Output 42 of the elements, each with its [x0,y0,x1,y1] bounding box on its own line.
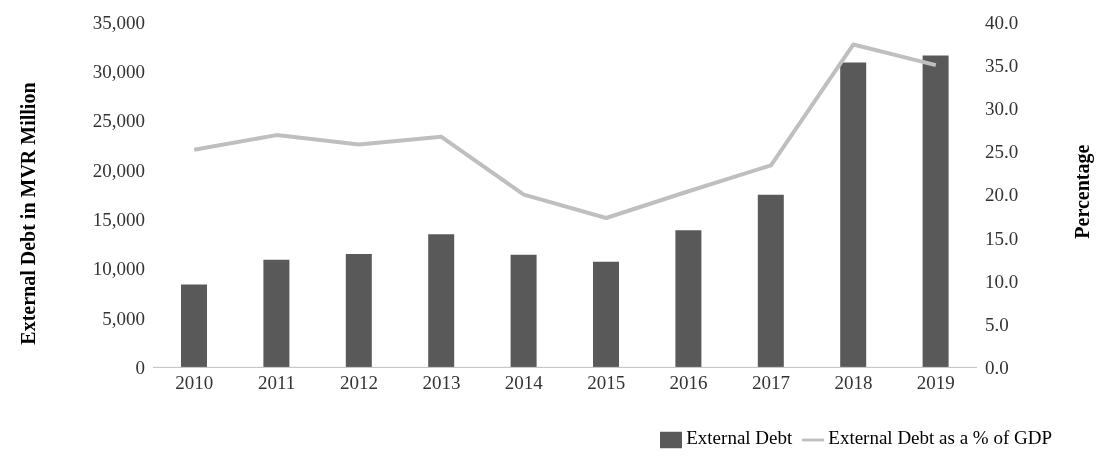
legend-label: External Debt as a % of GDP [828,427,1052,449]
y2-tick-label: 25.0 [985,141,1019,163]
bar [181,284,207,368]
bar [675,230,702,368]
y-tick-label: 10,000 [92,258,145,280]
x-tick-label: 2014 [504,371,544,393]
x-tick-label: 2012 [340,371,378,393]
x-tick-label: 2015 [587,371,626,393]
y2-tick-label: 0.0 [985,357,1009,379]
x-tick-label: 2018 [834,371,873,393]
bar [593,261,619,368]
y-tick-label: 0 [135,357,145,379]
y-axis-title: External Debt in MVR Million [17,82,40,345]
legend-label: External Debt [686,427,793,449]
bar [263,259,290,368]
x-tick-label: 2010 [175,371,214,393]
y-tick-label: 15,000 [92,209,145,231]
y2-tick-label: 20.0 [985,184,1019,206]
x-tick-label: 2013 [422,371,461,393]
x-tick-label: 2019 [916,371,955,393]
bar [922,55,949,368]
bar [510,254,537,368]
line-series [192,42,938,220]
bar [757,194,784,368]
y2-axis-title: Percentage [1071,144,1095,239]
y2-tick-label: 40.0 [985,11,1019,33]
y2-tick-label: 10.0 [985,270,1019,292]
y-tick-label: 5,000 [102,307,145,329]
bar [428,234,455,368]
y2-tick-label: 35.0 [985,54,1019,76]
y2-tick-label: 5.0 [985,313,1009,335]
y-tick-label: 35,000 [92,11,145,33]
x-tick-label: 2011 [257,371,296,393]
y-tick-label: 30,000 [92,61,145,83]
y-tick-label: 25,000 [92,110,145,132]
y2-tick-label: 30.0 [985,98,1019,120]
y-tick-label: 20,000 [92,159,145,181]
bar [840,62,867,368]
bar [345,253,372,368]
y2-tick-label: 15.0 [985,227,1019,249]
x-tick-label: 2017 [752,371,790,393]
x-tick-label: 2016 [669,371,708,393]
